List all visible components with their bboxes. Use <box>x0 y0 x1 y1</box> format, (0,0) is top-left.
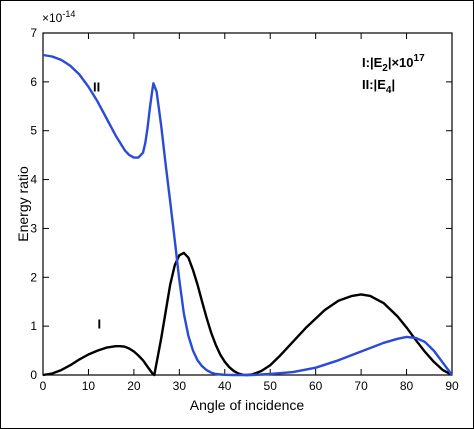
y-tick-label: 3 <box>30 221 37 235</box>
x-tick-label: 10 <box>82 379 96 393</box>
x-tick-label: 20 <box>127 379 141 393</box>
x-tick-label: 50 <box>264 379 278 393</box>
x-tick-label: 30 <box>173 379 187 393</box>
x-tick-label: 0 <box>40 379 47 393</box>
curve-label-I: I <box>98 317 102 332</box>
x-tick-label: 60 <box>309 379 323 393</box>
y-tick-label: 1 <box>30 319 37 333</box>
y-axis-exponent: ×10-14 <box>42 9 75 25</box>
y-tick-label: 2 <box>30 270 37 284</box>
y-tick-label: 7 <box>30 26 37 40</box>
x-tick-label: 40 <box>218 379 232 393</box>
legend-line-1: I:|E2|×1017 <box>362 53 425 74</box>
y-axis-title: Energy ratio <box>15 166 31 242</box>
y-tick-label: 4 <box>30 173 37 187</box>
x-tick-labels: 0 10 20 30 40 50 60 70 80 90 <box>40 379 459 393</box>
x-tick-label: 80 <box>400 379 414 393</box>
x-tick-label: 90 <box>445 379 459 393</box>
curve-label-II: II <box>93 80 100 95</box>
series-line-II <box>42 53 453 377</box>
y-tick-label: 5 <box>30 124 37 138</box>
y-tick-label: 6 <box>30 75 37 89</box>
series-line-I <box>42 251 453 377</box>
y-tick-labels: 0 1 2 3 4 5 6 7 <box>30 26 37 382</box>
x-axis-title: Angle of incidence <box>190 397 305 413</box>
legend-line-2: II:|E4| <box>362 77 395 96</box>
series-lines <box>42 53 453 377</box>
x-tick-label: 70 <box>354 379 368 393</box>
y-tick-label: 0 <box>30 368 37 382</box>
